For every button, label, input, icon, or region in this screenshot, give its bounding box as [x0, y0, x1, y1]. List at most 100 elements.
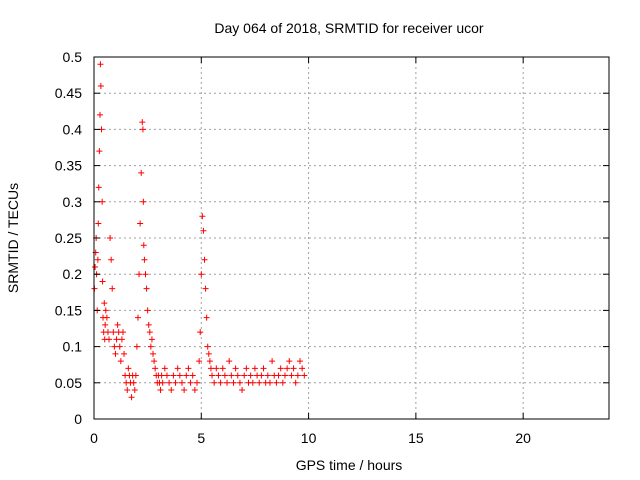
- data-points: [91, 61, 308, 401]
- data-point-marker: [183, 372, 190, 379]
- data-point-marker: [241, 372, 248, 379]
- data-point-marker: [260, 365, 267, 372]
- data-point-marker: [148, 336, 155, 343]
- data-point-marker: [201, 256, 208, 263]
- data-point-marker: [147, 343, 154, 350]
- data-point-marker: [94, 256, 101, 263]
- data-point-marker: [232, 365, 239, 372]
- data-point-marker: [117, 358, 124, 365]
- data-point-marker: [279, 379, 286, 386]
- data-point-marker: [107, 235, 114, 241]
- data-point-marker: [275, 372, 282, 379]
- data-point-marker: [243, 365, 250, 372]
- y-tick-label: 0: [74, 411, 82, 427]
- data-point-marker: [198, 271, 205, 278]
- data-point-marker: [189, 372, 196, 379]
- data-point-marker: [284, 365, 291, 372]
- data-point-marker: [172, 379, 179, 386]
- data-point-marker: [203, 314, 210, 321]
- data-point-marker: [170, 372, 177, 379]
- data-point-marker: [131, 387, 138, 394]
- data-point-marker: [199, 213, 206, 220]
- data-point-marker: [145, 321, 152, 328]
- data-point-marker: [139, 126, 146, 133]
- y-tick-label: 0.25: [55, 230, 82, 246]
- data-point-marker: [106, 336, 113, 343]
- data-point-marker: [217, 379, 224, 386]
- data-point-marker: [108, 256, 115, 263]
- data-point-marker: [152, 365, 159, 372]
- data-point-marker: [133, 343, 140, 350]
- data-point-marker: [130, 379, 137, 386]
- data-point-marker: [187, 379, 194, 386]
- data-point-marker: [128, 394, 135, 401]
- data-point-marker: [215, 372, 222, 379]
- data-point-marker: [202, 285, 209, 292]
- data-point-marker: [137, 220, 144, 227]
- data-point-marker: [294, 372, 301, 379]
- data-point-marker: [226, 358, 233, 365]
- data-point-marker: [205, 350, 212, 357]
- data-point-marker: [200, 227, 207, 234]
- data-point-marker: [290, 365, 297, 372]
- x-tick-label: 0: [90, 430, 98, 446]
- data-point-marker: [230, 379, 237, 386]
- data-point-marker: [236, 379, 243, 386]
- data-point-marker: [143, 285, 150, 292]
- data-point-marker: [221, 372, 228, 379]
- data-point-marker: [264, 372, 271, 379]
- y-tick-label: 0.15: [55, 302, 82, 318]
- data-point-marker: [191, 387, 198, 394]
- data-point-marker: [134, 314, 141, 321]
- data-point-marker: [207, 365, 214, 372]
- data-point-marker: [161, 365, 168, 372]
- y-tick-label: 0.2: [63, 266, 83, 282]
- y-tick-label: 0.45: [55, 85, 82, 101]
- data-point-marker: [158, 372, 165, 379]
- data-point-marker: [297, 358, 303, 365]
- data-point-marker: [211, 379, 218, 386]
- data-point-marker: [196, 358, 203, 365]
- data-point-marker: [256, 379, 263, 386]
- y-axis-label: SRMTID / TECUs: [5, 183, 21, 293]
- data-point-marker: [99, 278, 106, 285]
- data-point-marker: [181, 387, 188, 394]
- data-point-marker: [258, 372, 265, 379]
- data-point-marker: [176, 372, 183, 379]
- x-tick-label: 20: [515, 430, 531, 446]
- y-tick-label: 0.5: [63, 49, 83, 65]
- data-point-marker: [224, 379, 231, 386]
- x-tick-label: 10: [301, 430, 317, 446]
- data-point-marker: [213, 365, 220, 372]
- data-point-marker: [292, 379, 299, 386]
- data-point-marker: [247, 372, 254, 379]
- data-point-marker: [277, 365, 284, 372]
- data-point-marker: [102, 307, 109, 314]
- y-tick-label: 0.4: [63, 121, 83, 137]
- data-point-marker: [163, 372, 170, 379]
- data-point-marker: [119, 329, 126, 336]
- data-point-marker: [286, 358, 293, 365]
- data-point-marker: [139, 119, 146, 126]
- data-point-marker: [125, 365, 132, 372]
- data-point-marker: [185, 365, 192, 372]
- plot-frame: [93, 56, 610, 420]
- data-point-marker: [112, 350, 119, 357]
- data-point-marker: [99, 198, 106, 205]
- data-point-marker: [97, 82, 104, 89]
- data-point-marker: [228, 372, 235, 379]
- data-point-marker: [288, 372, 295, 379]
- data-point-marker: [178, 379, 185, 386]
- data-point-marker: [121, 350, 128, 357]
- data-point-marker: [113, 336, 120, 343]
- y-tick-label: 0.1: [63, 339, 83, 355]
- data-point-marker: [269, 358, 276, 365]
- data-point-marker: [140, 242, 147, 249]
- y-tick-label: 0.05: [55, 375, 82, 391]
- data-point-marker: [281, 372, 288, 379]
- data-point-marker: [103, 314, 110, 321]
- data-point-marker: [239, 387, 246, 394]
- data-point-marker: [151, 358, 158, 365]
- data-point-marker: [197, 329, 204, 336]
